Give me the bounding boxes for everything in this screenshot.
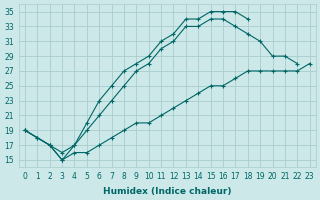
X-axis label: Humidex (Indice chaleur): Humidex (Indice chaleur) [103, 187, 232, 196]
